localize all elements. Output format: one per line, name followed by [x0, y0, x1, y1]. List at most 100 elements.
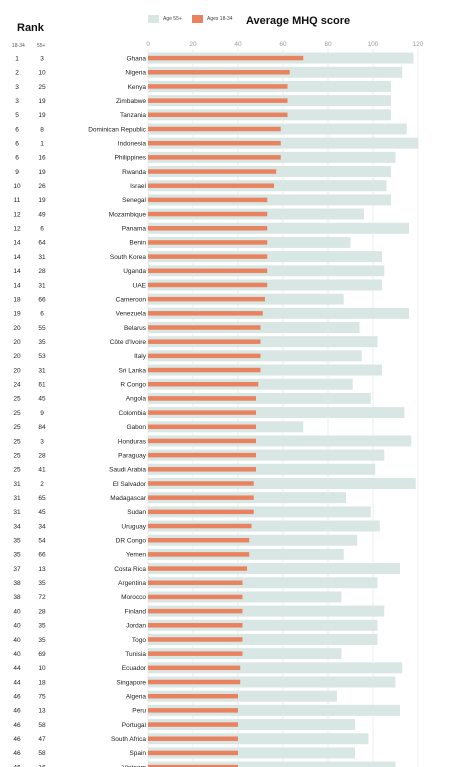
bar-ages-18-34: [148, 651, 243, 656]
rank-18-34: 25: [13, 467, 21, 474]
score-title: Average MHQ score: [246, 15, 351, 27]
bar-ages-18-34: [148, 452, 256, 458]
bar-age-55-plus: [148, 364, 382, 376]
bar-ages-18-34: [148, 84, 288, 89]
country-label: Senegal: [122, 197, 146, 204]
rank-18-34: 31: [13, 509, 21, 516]
country-label: Zimbabwe: [116, 98, 146, 105]
bar-ages-18-34: [148, 353, 261, 359]
rank-55-plus: 41: [38, 467, 46, 474]
rank-55-plus: 13: [38, 566, 46, 573]
country-label: Cameroon: [116, 296, 147, 303]
bar-ages-18-34: [148, 764, 238, 767]
rank-55-plus: 61: [38, 382, 46, 389]
rank-55-plus: 54: [38, 538, 46, 545]
country-label: Portugal: [122, 722, 147, 729]
country-label: Costa Rica: [114, 566, 146, 573]
bar-age-55-plus: [148, 648, 342, 660]
rank-18-34: 2: [15, 70, 19, 77]
x-tick-label: 120: [413, 41, 424, 48]
bar-age-55-plus: [148, 733, 369, 745]
legend-label-young: Ages 18-34: [207, 16, 233, 22]
country-label: Philippines: [115, 155, 147, 162]
rank-18-34: 31: [13, 495, 21, 502]
rank-col-old-label: 55+: [37, 43, 46, 49]
bar-ages-18-34: [148, 112, 288, 118]
x-tick-label: 0: [146, 41, 150, 48]
bar-age-55-plus: [148, 619, 378, 631]
rank-55-plus: 18: [38, 679, 46, 686]
country-label: Indonesia: [118, 140, 147, 147]
bar-age-55-plus: [148, 747, 355, 759]
rank-55-plus: 19: [38, 197, 46, 204]
rank-55-plus: 28: [38, 268, 46, 275]
bar-ages-18-34: [148, 126, 281, 132]
country-label: Vietnam: [122, 764, 146, 767]
bar-age-55-plus: [148, 520, 380, 532]
bar-ages-18-34: [148, 580, 243, 585]
bar-age-55-plus: [148, 392, 371, 404]
bar-ages-18-34: [148, 211, 268, 217]
rank-55-plus: 31: [38, 367, 46, 374]
rank-18-34: 38: [13, 594, 21, 601]
bar-ages-18-34: [148, 708, 238, 713]
country-label: Sri Lanka: [119, 367, 147, 374]
bar-age-55-plus: [148, 222, 409, 234]
country-label: Madagascar: [110, 495, 147, 502]
bar-ages-18-34: [148, 594, 243, 600]
bar-age-55-plus: [148, 506, 371, 518]
rank-55-plus: 19: [38, 112, 46, 119]
rank-55-plus: 31: [38, 254, 46, 261]
country-label: Belarus: [124, 325, 147, 332]
rank-18-34: 37: [13, 566, 21, 573]
bar-ages-18-34: [148, 55, 304, 61]
rank-55-plus: 49: [38, 211, 46, 218]
bar-ages-18-34: [148, 736, 238, 741]
rank-18-34: 46: [13, 736, 21, 743]
bar-ages-18-34: [148, 226, 268, 231]
bar-ages-18-34: [148, 311, 263, 316]
country-label: Algeria: [126, 693, 147, 700]
bar-age-55-plus: [148, 704, 400, 716]
rank-18-34: 9: [15, 169, 19, 176]
country-label: Sudan: [127, 509, 146, 516]
bar-age-55-plus: [148, 194, 391, 206]
bar-ages-18-34: [148, 495, 254, 500]
legend-swatch-old: [148, 15, 159, 23]
x-tick-label: 40: [234, 41, 242, 48]
bar-ages-18-34: [148, 339, 261, 344]
bar-age-55-plus: [148, 307, 409, 319]
bar-age-55-plus: [148, 761, 396, 767]
bar-ages-18-34: [148, 481, 254, 486]
bar-ages-18-34: [148, 155, 281, 160]
rank-55-plus: 6: [40, 311, 44, 318]
rank-18-34: 25: [13, 396, 21, 403]
country-label: Tunisia: [125, 651, 146, 658]
bar-age-55-plus: [148, 534, 358, 546]
rank-55-plus: 66: [38, 296, 46, 303]
rank-18-34: 20: [13, 353, 21, 360]
bar-ages-18-34: [148, 665, 241, 671]
x-tick-label: 20: [189, 41, 197, 48]
rank-18-34: 34: [13, 523, 21, 530]
country-label: Venezuela: [116, 311, 147, 318]
rank-55-plus: 31: [38, 282, 46, 289]
rank-18-34: 46: [13, 764, 21, 767]
country-label: Côte d'Ivoire: [110, 339, 147, 346]
country-label: Uruguay: [121, 523, 146, 530]
rank-18-34: 20: [13, 339, 21, 346]
bar-ages-18-34: [148, 197, 268, 203]
bar-ages-18-34: [148, 693, 238, 699]
country-label: Ghana: [126, 55, 146, 62]
bar-age-55-plus: [148, 676, 396, 688]
rank-18-34: 5: [15, 112, 19, 119]
rank-18-34: 40: [13, 623, 21, 630]
bar-ages-18-34: [148, 537, 250, 543]
rank-18-34: 6: [15, 140, 19, 147]
bar-ages-18-34: [148, 424, 256, 430]
bar-ages-18-34: [148, 70, 290, 75]
bar-ages-18-34: [148, 523, 252, 529]
rank-18-34: 31: [13, 481, 21, 488]
bar-age-55-plus: [148, 407, 405, 419]
